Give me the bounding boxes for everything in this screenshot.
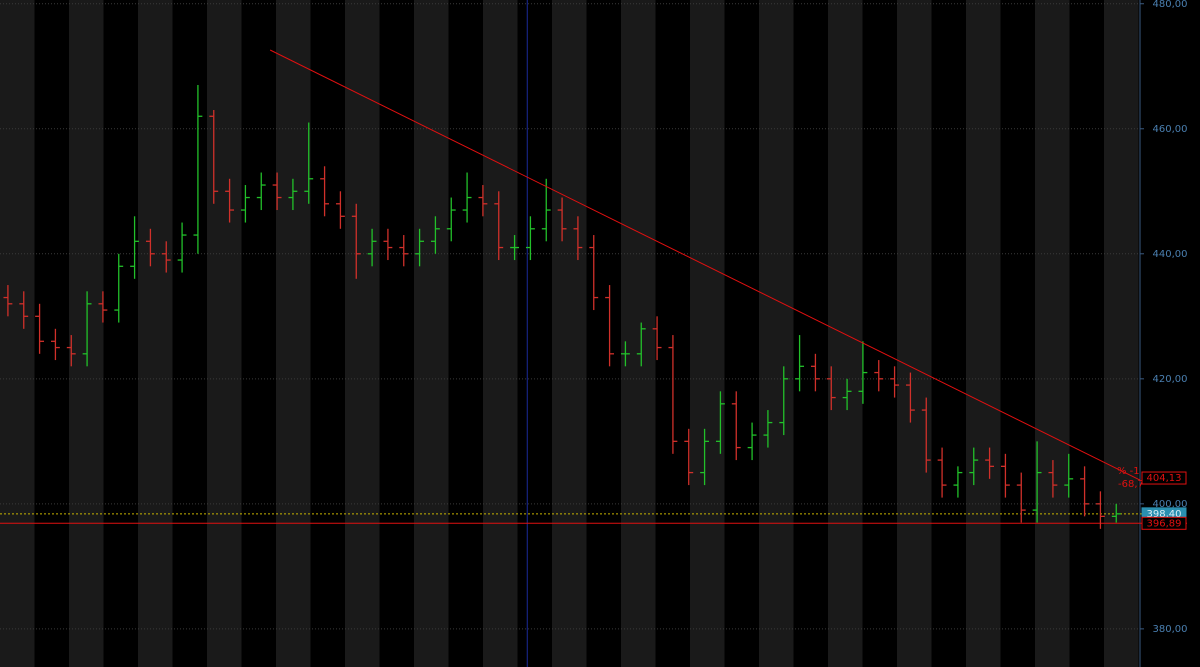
price-label: 398,40 <box>1147 509 1182 520</box>
annotation: % -1 <box>1117 466 1140 477</box>
stripe <box>345 0 380 667</box>
stripe <box>414 0 449 667</box>
price-label-box <box>1141 471 1187 485</box>
annotation: -68,7 <box>1118 479 1144 490</box>
stripe <box>207 0 242 667</box>
stripe <box>0 0 35 667</box>
y-tick-label: 420,00 <box>1153 374 1188 385</box>
price-label-box <box>1141 516 1187 530</box>
stripe <box>483 0 518 667</box>
price-label: 404,13 <box>1147 473 1182 484</box>
price-label: 396,89 <box>1147 518 1182 529</box>
stripe <box>828 0 863 667</box>
y-tick-label: 460,00 <box>1153 124 1188 135</box>
stripe <box>897 0 932 667</box>
y-tick-label: 380,00 <box>1153 624 1188 635</box>
price-axis <box>1140 0 1200 667</box>
stripe <box>759 0 794 667</box>
stripe <box>690 0 725 667</box>
stripe <box>69 0 104 667</box>
stripe <box>621 0 656 667</box>
session-stripes <box>0 0 1139 667</box>
stripe <box>1104 0 1139 667</box>
y-tick-label: 400,00 <box>1153 499 1188 510</box>
stripe <box>552 0 587 667</box>
trendline <box>269 49 1141 481</box>
stripe <box>1035 0 1070 667</box>
stripe <box>138 0 173 667</box>
stripe <box>966 0 1001 667</box>
y-tick-label: 440,00 <box>1153 249 1188 260</box>
stripe <box>276 0 311 667</box>
y-tick-label: 480,00 <box>1153 0 1188 10</box>
